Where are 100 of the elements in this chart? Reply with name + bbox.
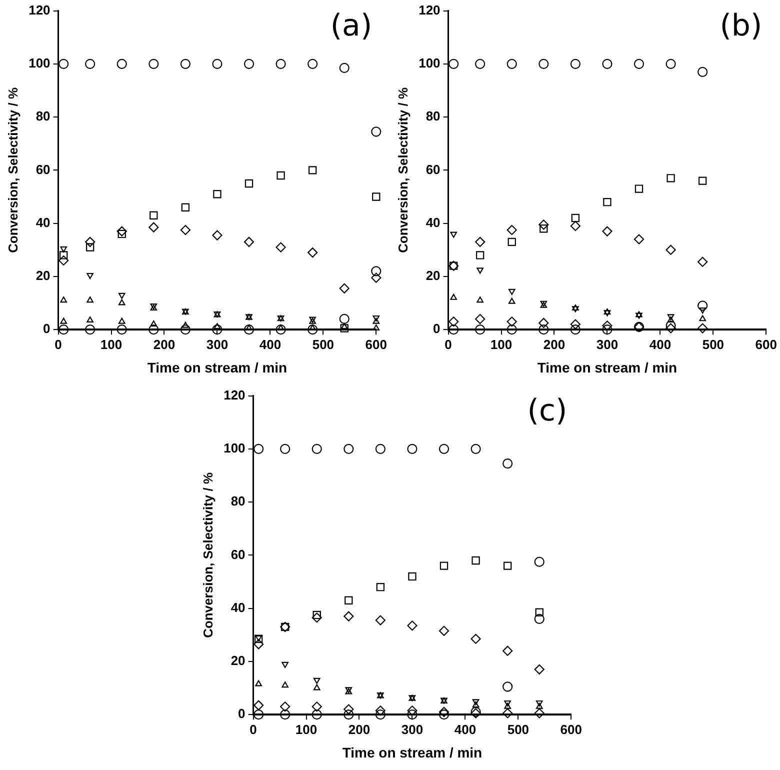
point <box>534 556 544 567</box>
annotation: (c) <box>527 394 568 429</box>
point <box>372 192 380 201</box>
point <box>212 58 222 69</box>
point <box>375 615 386 626</box>
point <box>698 323 708 334</box>
y-tick-label: 0 <box>433 321 440 336</box>
x-tick-label: 200 <box>543 336 566 352</box>
point <box>502 708 513 718</box>
point <box>407 620 418 631</box>
point <box>212 230 222 240</box>
x-tick-label: 300 <box>206 336 228 352</box>
x-tick-label: 0 <box>250 722 257 737</box>
point <box>450 232 457 238</box>
y-tick-label: 60 <box>426 162 440 177</box>
point <box>60 246 67 252</box>
x-tick-label: 400 <box>454 722 476 737</box>
point <box>604 310 611 316</box>
point <box>344 710 354 720</box>
point <box>60 318 67 324</box>
y-tick-label: 20 <box>230 653 246 668</box>
point <box>375 710 386 720</box>
point <box>308 248 318 258</box>
point <box>534 664 544 674</box>
x-tick-label: 400 <box>649 336 672 352</box>
point <box>58 58 69 69</box>
point <box>182 322 189 328</box>
point <box>438 706 450 717</box>
point <box>181 203 190 212</box>
x-tick-label: 600 <box>755 336 778 352</box>
point <box>371 266 382 276</box>
point <box>508 288 516 295</box>
point <box>282 662 288 668</box>
y-tick-label: 60 <box>36 162 50 177</box>
point <box>375 444 386 454</box>
point <box>503 562 512 570</box>
point <box>344 611 354 622</box>
point <box>667 314 674 320</box>
point <box>148 222 159 232</box>
x-tick-label: 500 <box>702 336 724 352</box>
point <box>534 708 544 718</box>
y-axis-title: Conversion, Selectivity / % <box>200 472 216 638</box>
point <box>508 298 516 304</box>
point <box>472 701 480 708</box>
point <box>280 444 290 454</box>
point <box>312 710 322 720</box>
point <box>86 296 94 303</box>
annotation: (b) <box>720 8 762 44</box>
y-tick-label: 100 <box>28 56 50 71</box>
x-tick-label: 300 <box>596 336 618 352</box>
point <box>450 294 457 300</box>
point <box>448 324 459 335</box>
point <box>502 646 513 656</box>
point <box>340 323 348 330</box>
annotation: (a) <box>330 8 372 44</box>
point <box>540 224 548 233</box>
point <box>508 238 516 246</box>
point <box>475 236 486 247</box>
point <box>475 58 486 69</box>
point <box>372 318 380 324</box>
point <box>604 308 611 315</box>
y-tick-label: 40 <box>230 600 246 615</box>
point <box>570 220 580 232</box>
point <box>244 324 254 335</box>
y-tick-label: 40 <box>36 214 50 230</box>
point <box>86 272 94 279</box>
point <box>572 304 579 311</box>
point <box>502 458 513 469</box>
point <box>313 684 320 690</box>
point <box>58 324 69 335</box>
point <box>86 243 94 252</box>
point <box>375 706 386 716</box>
point <box>148 324 159 335</box>
point <box>371 126 382 137</box>
point <box>475 324 486 335</box>
point <box>536 700 543 706</box>
point <box>86 316 94 322</box>
point <box>602 58 612 69</box>
x-tick-label: 300 <box>401 722 424 737</box>
point <box>602 226 612 236</box>
point <box>438 710 450 720</box>
y-tick-label: 120 <box>418 2 440 18</box>
y-axis-title: Conversion, Selectivity / % <box>5 87 20 253</box>
point <box>313 678 320 684</box>
point <box>308 58 318 69</box>
point <box>180 324 190 335</box>
point <box>118 230 126 238</box>
x-tick-label: 100 <box>490 336 512 352</box>
y-tick-label: 40 <box>426 214 440 230</box>
point <box>282 682 288 688</box>
point <box>276 58 286 69</box>
point <box>255 680 262 686</box>
point <box>572 306 579 312</box>
point <box>504 702 511 709</box>
point <box>534 614 544 624</box>
point <box>376 582 385 592</box>
y-tick-label: 20 <box>36 268 50 284</box>
point <box>602 324 612 335</box>
point <box>698 300 708 311</box>
point <box>666 323 676 334</box>
